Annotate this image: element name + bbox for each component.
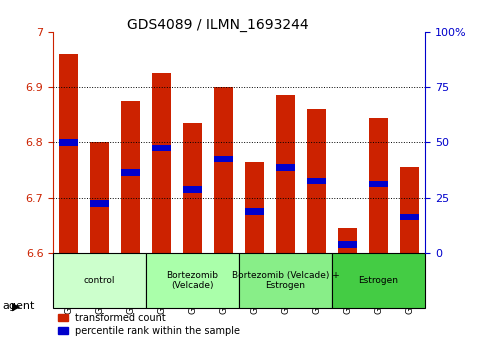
Bar <box>152 145 171 151</box>
FancyBboxPatch shape <box>239 253 332 308</box>
Text: control: control <box>84 276 115 285</box>
Bar <box>245 162 264 253</box>
Bar <box>184 186 202 193</box>
Bar <box>152 73 171 253</box>
Bar <box>90 142 109 253</box>
Text: Bortezomib
(Velcade): Bortezomib (Velcade) <box>167 271 219 290</box>
Bar <box>400 214 419 220</box>
Bar <box>400 167 419 253</box>
Text: ▶: ▶ <box>12 301 21 311</box>
Bar <box>59 139 78 146</box>
Bar <box>369 181 388 187</box>
Text: GDS4089 / ILMN_1693244: GDS4089 / ILMN_1693244 <box>127 18 308 32</box>
Bar <box>214 87 233 253</box>
Legend: transformed count, percentile rank within the sample: transformed count, percentile rank withi… <box>58 313 241 336</box>
Bar <box>338 241 357 248</box>
Bar <box>307 109 326 253</box>
Text: Estrogen: Estrogen <box>358 276 398 285</box>
Bar <box>338 228 357 253</box>
Bar <box>184 123 202 253</box>
Text: agent: agent <box>2 301 35 311</box>
FancyBboxPatch shape <box>53 253 146 308</box>
FancyBboxPatch shape <box>146 253 239 308</box>
Bar <box>369 118 388 253</box>
Bar <box>59 54 78 253</box>
Bar <box>121 101 140 253</box>
Text: Bortezomib (Velcade) +
Estrogen: Bortezomib (Velcade) + Estrogen <box>232 271 340 290</box>
Bar <box>214 156 233 162</box>
Bar <box>276 164 295 171</box>
FancyBboxPatch shape <box>332 253 425 308</box>
Bar <box>90 200 109 206</box>
Bar <box>307 178 326 184</box>
Bar <box>245 208 264 215</box>
Bar <box>276 96 295 253</box>
Bar <box>121 170 140 176</box>
